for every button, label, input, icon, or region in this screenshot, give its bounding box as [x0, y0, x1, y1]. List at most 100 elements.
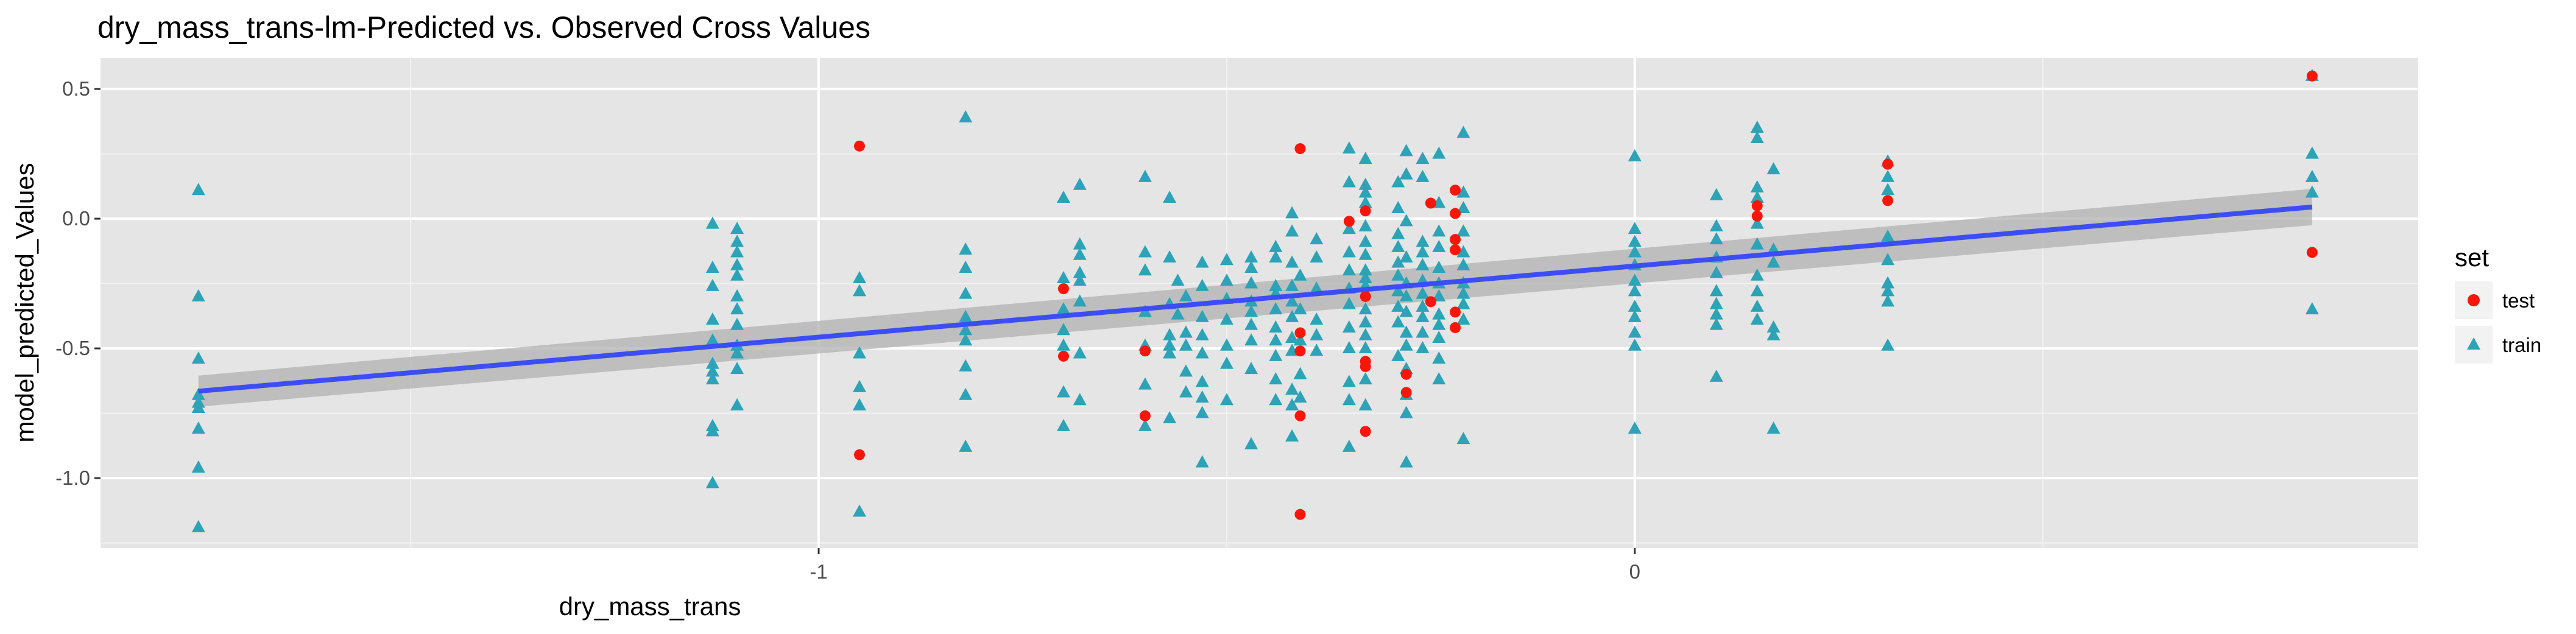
- point-test: [1450, 322, 1461, 333]
- point-train: [1244, 333, 1258, 346]
- point-train: [1195, 328, 1209, 340]
- point-test: [1294, 345, 1306, 357]
- point-train: [1416, 169, 1430, 182]
- point-test: [1360, 291, 1371, 302]
- point-train: [1342, 320, 1356, 333]
- point-train: [1310, 250, 1324, 262]
- point-train: [730, 302, 744, 315]
- point-train: [959, 333, 973, 346]
- point-train: [1219, 253, 1233, 266]
- point-test: [1450, 208, 1461, 219]
- point-train: [1416, 152, 1430, 164]
- point-train: [1628, 309, 1642, 322]
- point-train: [1766, 320, 1780, 333]
- point-train: [191, 460, 205, 473]
- point-train: [1750, 180, 1764, 192]
- point-train: [1456, 312, 1470, 325]
- point-train: [1628, 234, 1642, 247]
- point-train: [959, 387, 973, 400]
- point-train: [1432, 289, 1446, 301]
- point-train: [191, 401, 205, 413]
- point-train: [959, 323, 973, 336]
- point-train: [1138, 263, 1152, 276]
- point-train: [1219, 393, 1233, 406]
- point-train: [1399, 214, 1413, 227]
- point-train: [1766, 255, 1780, 268]
- point-train: [1358, 152, 1372, 164]
- point-test: [1400, 368, 1412, 380]
- point-train: [1456, 185, 1470, 198]
- point-train: [1416, 258, 1430, 270]
- point-test: [1139, 345, 1151, 357]
- regression-line: [198, 204, 2313, 394]
- point-train: [1391, 315, 1405, 328]
- point-train: [1056, 271, 1070, 284]
- point-train: [1163, 338, 1177, 351]
- point-train: [1073, 177, 1087, 190]
- point-train: [1881, 253, 1895, 266]
- point-train: [1399, 167, 1413, 180]
- point-train: [1456, 432, 1470, 445]
- point-train: [2305, 169, 2319, 182]
- point-train: [1293, 367, 1307, 379]
- point-train: [1310, 328, 1324, 340]
- point-train: [730, 268, 744, 281]
- point-train: [1219, 338, 1233, 351]
- legend-swatch-test: [2468, 294, 2480, 306]
- point-train: [1293, 302, 1307, 315]
- point-train: [1399, 144, 1413, 157]
- point-train: [1358, 341, 1372, 354]
- point-train: [705, 312, 719, 325]
- point-train: [1358, 195, 1372, 208]
- point-test: [1294, 410, 1306, 421]
- point-train: [1179, 325, 1193, 338]
- point-train: [1399, 406, 1413, 418]
- point-train: [1881, 338, 1895, 351]
- point-train: [853, 346, 867, 359]
- point-train: [1244, 276, 1258, 289]
- point-train: [1750, 299, 1764, 312]
- point-train: [1709, 297, 1723, 309]
- x-tick-label: -1: [810, 560, 827, 583]
- point-train: [1244, 250, 1258, 262]
- point-train: [1709, 232, 1723, 245]
- point-train: [1244, 317, 1258, 330]
- point-train: [1342, 375, 1356, 387]
- point-train: [1750, 121, 1764, 133]
- point-train: [2305, 302, 2319, 315]
- point-train: [1056, 302, 1070, 315]
- point-train: [1195, 309, 1209, 322]
- point-test: [1057, 283, 1069, 295]
- point-train: [1285, 331, 1299, 343]
- chart-title: dry_mass_trans-lm-Predicted vs. Observed…: [97, 10, 870, 44]
- point-train: [1195, 346, 1209, 359]
- point-train: [1285, 382, 1299, 395]
- point-train: [1244, 305, 1258, 317]
- point-train: [1750, 191, 1764, 203]
- point-train: [1766, 328, 1780, 340]
- legend-title: set: [2455, 243, 2489, 272]
- point-train: [1358, 271, 1372, 284]
- point-train: [1179, 364, 1193, 377]
- point-train: [1073, 393, 1087, 406]
- point-train: [1709, 307, 1723, 320]
- point-train: [1179, 289, 1193, 301]
- point-train: [1285, 278, 1299, 291]
- point-train: [1269, 302, 1283, 315]
- point-train: [705, 476, 719, 488]
- point-train: [2305, 185, 2319, 198]
- point-train: [705, 372, 719, 385]
- point-train: [191, 387, 205, 400]
- y-tick-label: 0.0: [62, 207, 90, 230]
- point-train: [1456, 297, 1470, 309]
- point-train: [1056, 418, 1070, 431]
- point-train: [1358, 315, 1372, 328]
- point-train: [1244, 437, 1258, 449]
- point-train: [1056, 338, 1070, 351]
- point-train: [1285, 206, 1299, 219]
- point-train: [1073, 273, 1087, 286]
- point-train: [1073, 346, 1087, 359]
- point-train: [1342, 439, 1356, 452]
- point-train: [1171, 307, 1185, 320]
- point-test: [1425, 296, 1436, 308]
